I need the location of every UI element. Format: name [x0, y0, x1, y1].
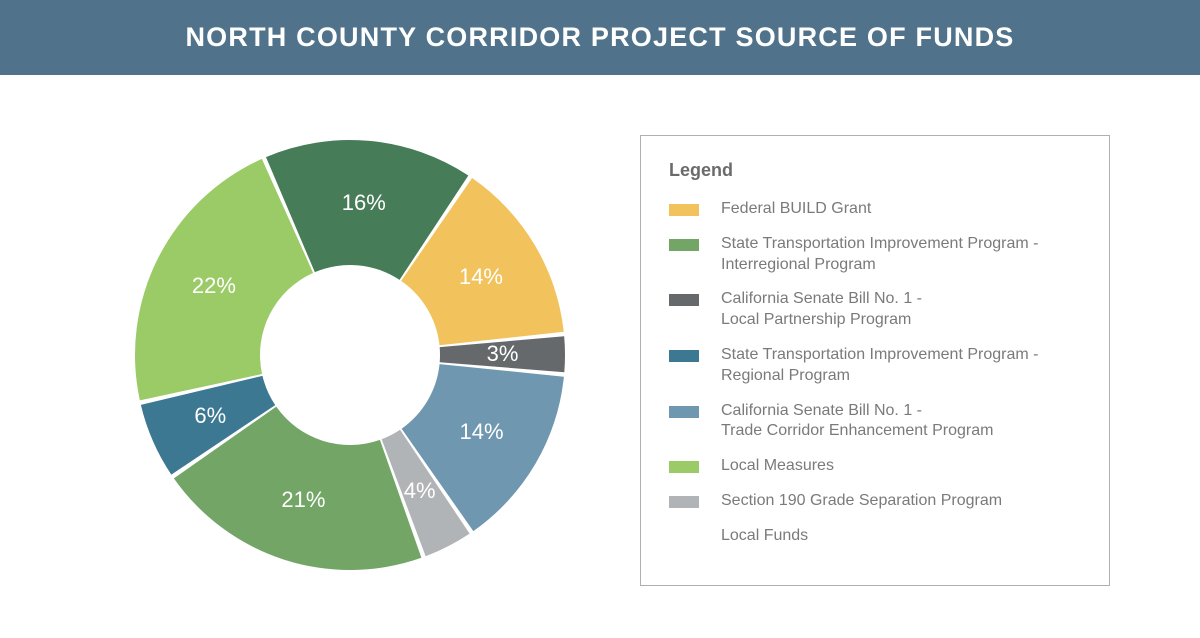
- slice-label: 21%: [281, 487, 325, 513]
- slice-label: 6%: [194, 403, 226, 429]
- legend-title: Legend: [669, 160, 1081, 181]
- legend-label: State Transportation Improvement Program…: [721, 345, 1038, 387]
- legend-swatch: [669, 239, 699, 251]
- legend-label: Federal BUILD Grant: [721, 199, 871, 220]
- header-bar: NORTH COUNTY CORRIDOR PROJECT SOURCE OF …: [0, 0, 1200, 75]
- legend-label: Local Funds: [721, 526, 808, 547]
- legend-label: Section 190 Grade Separation Program: [721, 491, 1002, 512]
- legend-item: California Senate Bill No. 1 -Local Part…: [669, 289, 1081, 331]
- legend-item: Local Funds: [669, 526, 1081, 547]
- legend-swatch: [669, 350, 699, 362]
- legend-label: California Senate Bill No. 1 -Local Part…: [721, 289, 922, 331]
- legend-swatch: [669, 531, 699, 543]
- slice-label: 3%: [487, 341, 519, 367]
- slice-label: 14%: [460, 419, 504, 445]
- slice-label: 16%: [342, 190, 386, 216]
- legend-swatch: [669, 294, 699, 306]
- legend-swatch: [669, 406, 699, 418]
- legend-label: State Transportation Improvement Program…: [721, 234, 1038, 276]
- legend-swatch: [669, 496, 699, 508]
- slice-label: 4%: [404, 478, 436, 504]
- content-row: 14% 3% 14% 4% 21% 6% 22% 16% Legend Federal BUI…: [0, 75, 1200, 586]
- slice-label: 14%: [459, 264, 503, 290]
- legend-label: Local Measures: [721, 456, 834, 477]
- legend-item: California Senate Bill No. 1 -Trade Corr…: [669, 401, 1081, 443]
- legend-item: State Transportation Improvement Program…: [669, 345, 1081, 387]
- slice-label: 22%: [192, 273, 236, 299]
- legend-label: California Senate Bill No. 1 -Trade Corr…: [721, 401, 993, 443]
- legend-swatch: [669, 461, 699, 473]
- legend-item: Section 190 Grade Separation Program: [669, 491, 1081, 512]
- legend-item: State Transportation Improvement Program…: [669, 234, 1081, 276]
- page-title: NORTH COUNTY CORRIDOR PROJECT SOURCE OF …: [0, 22, 1200, 53]
- donut-svg: [100, 115, 600, 595]
- legend-item: Local Measures: [669, 456, 1081, 477]
- legend-items: Federal BUILD Grant State Transportation …: [669, 199, 1081, 547]
- legend-swatch: [669, 204, 699, 216]
- donut-chart: 14% 3% 14% 4% 21% 6% 22% 16%: [80, 105, 600, 585]
- legend-box: Legend Federal BUILD Grant State Transpor…: [640, 135, 1110, 586]
- legend-item: Federal BUILD Grant: [669, 199, 1081, 220]
